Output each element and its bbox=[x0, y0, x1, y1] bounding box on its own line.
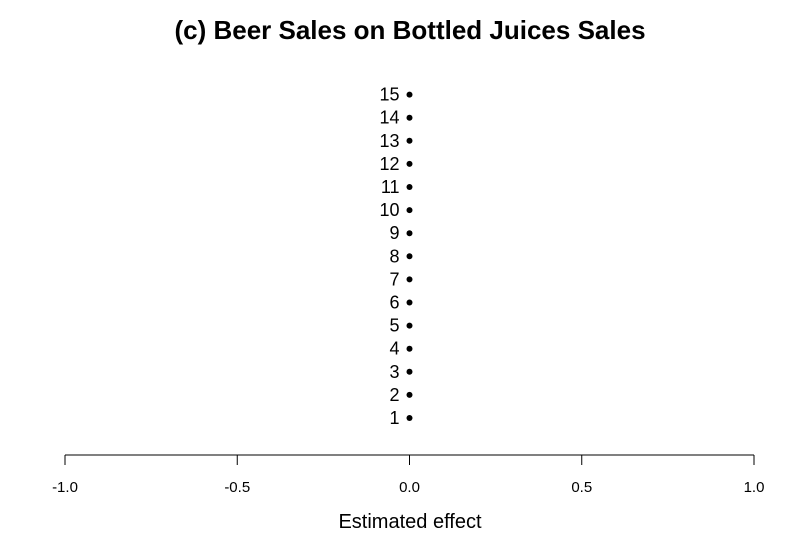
point-label: 12 bbox=[379, 154, 399, 174]
point-label: 6 bbox=[389, 293, 399, 313]
x-tick-label: -1.0 bbox=[52, 479, 78, 496]
point-label: 3 bbox=[389, 362, 399, 382]
point-label: 8 bbox=[389, 246, 399, 266]
data-point bbox=[406, 114, 413, 121]
x-axis-title: Estimated effect bbox=[338, 511, 481, 533]
point-label: 11 bbox=[381, 177, 400, 197]
data-point bbox=[406, 184, 413, 190]
data-point bbox=[406, 160, 413, 167]
data-point bbox=[406, 322, 413, 329]
data-point bbox=[406, 207, 413, 214]
data-point bbox=[406, 253, 413, 260]
data-point bbox=[406, 415, 413, 421]
x-axis: -1.0 -0.5 0.0 0.5 1.0 bbox=[52, 454, 765, 496]
point-label: 15 bbox=[379, 85, 399, 105]
x-tick-label: -0.5 bbox=[224, 479, 250, 496]
chart-title: (c) Beer Sales on Bottled Juices Sales bbox=[174, 15, 645, 45]
x-tick-label: 0.5 bbox=[571, 479, 592, 496]
data-point bbox=[406, 391, 413, 398]
data-point bbox=[406, 137, 413, 144]
data-point bbox=[406, 91, 413, 98]
data-point bbox=[406, 230, 413, 237]
point-label: 1 bbox=[389, 408, 399, 428]
x-tick-label: 1.0 bbox=[744, 479, 765, 496]
data-point bbox=[406, 345, 413, 352]
point-label: 4 bbox=[389, 339, 399, 359]
data-point bbox=[406, 299, 413, 306]
point-label: 9 bbox=[389, 223, 399, 243]
point-label: 5 bbox=[389, 316, 399, 336]
data-point bbox=[406, 368, 413, 375]
x-tick-label: 0.0 bbox=[399, 479, 420, 496]
point-label: 13 bbox=[379, 131, 399, 151]
point-label: 7 bbox=[389, 269, 399, 289]
point-label: 2 bbox=[389, 385, 399, 405]
data-point bbox=[406, 276, 413, 283]
point-label: 10 bbox=[379, 200, 399, 220]
point-label: 14 bbox=[379, 108, 399, 128]
